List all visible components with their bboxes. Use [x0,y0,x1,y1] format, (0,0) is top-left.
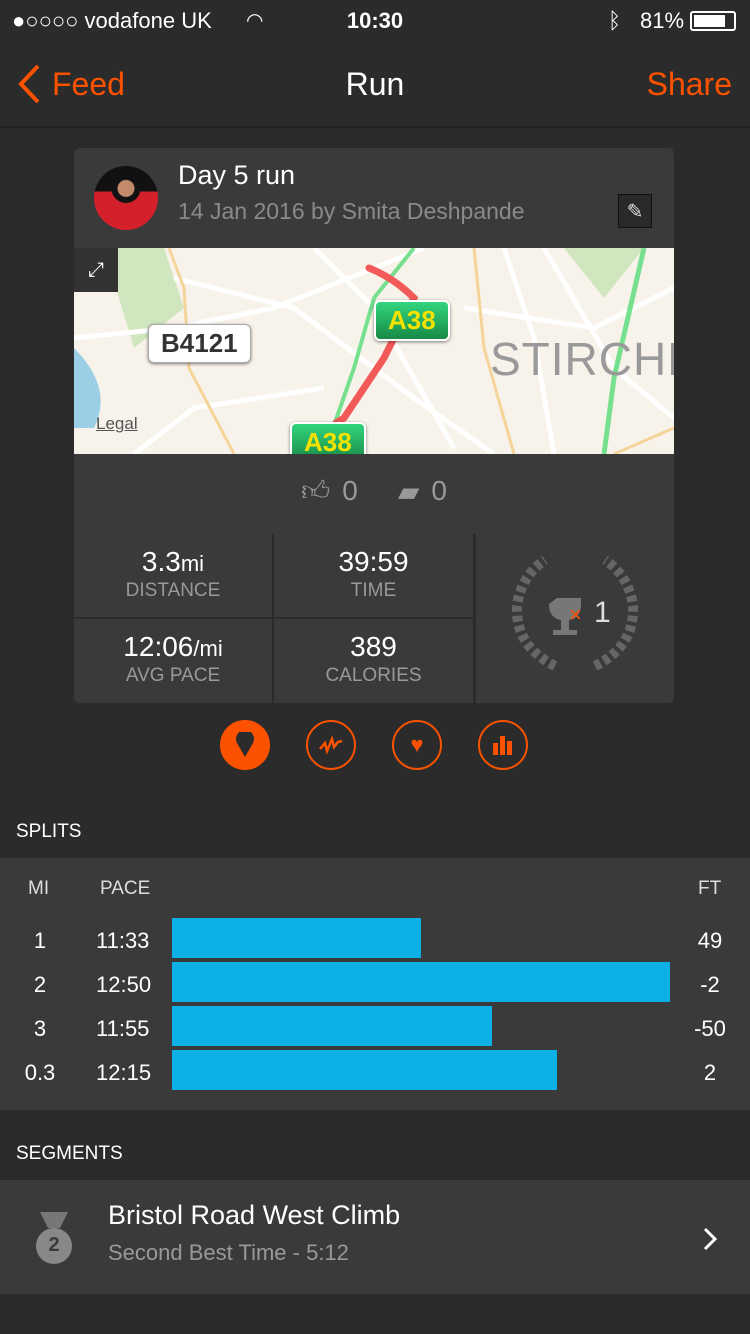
col-pace: PACE [100,878,151,899]
split-pace-bar [172,918,421,958]
bar-chart-icon [493,736,512,755]
split-pace-bar [172,1006,493,1046]
achievements-button[interactable]: × 1 [476,534,674,703]
time-value: 39:59 [338,546,409,577]
view-tabs: ♥ [220,720,528,770]
split-elevation: -2 [700,972,720,997]
stat-time: 39:59 TIME [274,534,473,617]
segment-rank: 2 [48,1234,60,1256]
back-label: Feed [52,65,125,102]
chevron-right-icon [703,1227,718,1251]
split-elevation: 49 [697,928,723,953]
nav-bar: Feed Run Share [0,40,750,128]
road-label: B4121 [148,324,251,363]
col-ft: FT [698,878,722,899]
comment-icon: ▰ [397,475,420,507]
distance-value: 3.3 [141,546,181,577]
splits-heading: SPLITS [16,821,82,842]
map-tiles [74,248,674,454]
route-map[interactable]: ⤢ B4121 A38 A38 STIRCHL Legal [74,248,674,454]
social-row: 👍︎ 0 ▰ 0 [74,474,674,508]
segment-name: Bristol Road West Climb [108,1200,401,1230]
carrier: ●○○○○ vodafone UK [12,8,212,33]
back-button[interactable]: Feed [16,64,125,104]
activity-subtitle: 14 Jan 2016 by Smita Deshpande [178,198,525,224]
distance-label: DISTANCE [125,580,221,601]
clock: 10:30 [346,8,404,33]
tab-pace[interactable] [306,720,356,770]
split-pace-bar [172,1050,557,1090]
segment-detail: Second Best Time - 5:12 [108,1240,349,1265]
thumbs-up-icon: 👍︎ [301,475,331,506]
pencil-icon: ✎ [626,200,644,223]
tab-map[interactable] [220,720,270,770]
kudos-count: 0 [342,475,358,506]
comments-button[interactable]: ▰ 0 [398,474,447,508]
split-mile: 0.3 [24,1060,56,1085]
pace-graph-icon [319,735,343,755]
splits-table: MI PACE FT 1 11:33 49 2 12:50 -2 3 11:55 -… [0,858,750,1110]
tab-heart-rate[interactable]: ♥ [392,720,442,770]
stats-grid: 3.3mi DISTANCE 39:59 TIME 12:06/mi AVG P… [74,534,674,703]
heart-icon: ♥ [410,732,424,757]
split-pace-bar [172,962,670,1002]
chevron-left-icon [18,64,40,104]
stat-pace: 12:06/mi AVG PACE [74,619,272,703]
segments-heading: SEGMENTS [16,1143,123,1164]
distance-unit: mi [180,551,205,576]
activity-card: Day 5 run 14 Jan 2016 by Smita Deshpande… [74,148,674,703]
split-row: 2 12:50 -2 [0,962,750,1002]
time-label: TIME [350,580,397,601]
pace-label: AVG PACE [125,665,221,686]
tab-analysis[interactable] [478,720,528,770]
road-label: A38 [290,422,366,454]
pace-value: 12:06 [123,631,194,662]
expand-icon: ⤢ [88,258,104,281]
medal-icon [36,1212,72,1264]
split-pace: 12:50 [96,972,152,997]
map-pin-icon [236,732,254,757]
pace-unit: /mi [193,636,223,661]
share-button[interactable]: Share [646,66,732,102]
comment-count: 0 [431,475,447,506]
legal-link[interactable]: Legal [96,414,138,433]
split-mile: 1 [33,928,47,953]
page-title: Run [345,66,405,102]
split-pace: 11:55 [96,1016,150,1041]
svg-text:×: × [569,602,582,627]
split-row: 0.3 12:15 2 [0,1050,750,1090]
calories-label: CALORIES [325,665,422,686]
activity-title: Day 5 run [178,160,296,190]
split-mile: 3 [33,1016,47,1041]
trophy-count: 1 [594,596,611,629]
expand-map-button[interactable]: ⤢ [74,248,118,292]
wifi-icon: ◠ [246,10,264,32]
avatar[interactable] [94,166,158,230]
split-elevation: -50 [694,1016,726,1041]
split-pace: 11:33 [96,928,150,953]
segment-row[interactable]: 2 Bristol Road West Climb Second Best Ti… [0,1180,750,1294]
col-mi: MI [28,878,50,899]
battery-icon [690,11,736,31]
split-row: 3 11:55 -50 [0,1006,750,1046]
calories-value: 389 [350,631,397,662]
split-mile: 2 [33,972,47,997]
status-bar: ●○○○○ vodafone UK ◠ 10:30 ᛒ 81% [0,0,750,40]
bluetooth-icon: ᛒ [608,8,622,33]
stat-distance: 3.3mi DISTANCE [74,534,272,617]
road-label: A38 [374,300,450,341]
stat-calories: 389 CALORIES [274,619,473,703]
laurel-trophy-icon: × [511,555,639,671]
split-pace: 12:15 [96,1060,152,1085]
battery-percent: 81% [640,8,685,33]
split-elevation: 2 [703,1060,717,1085]
split-row: 1 11:33 49 [0,918,750,958]
kudos-button[interactable]: 👍︎ 0 [301,474,358,508]
edit-button[interactable]: ✎ [618,194,652,228]
place-label: STIRCHL [490,333,674,385]
